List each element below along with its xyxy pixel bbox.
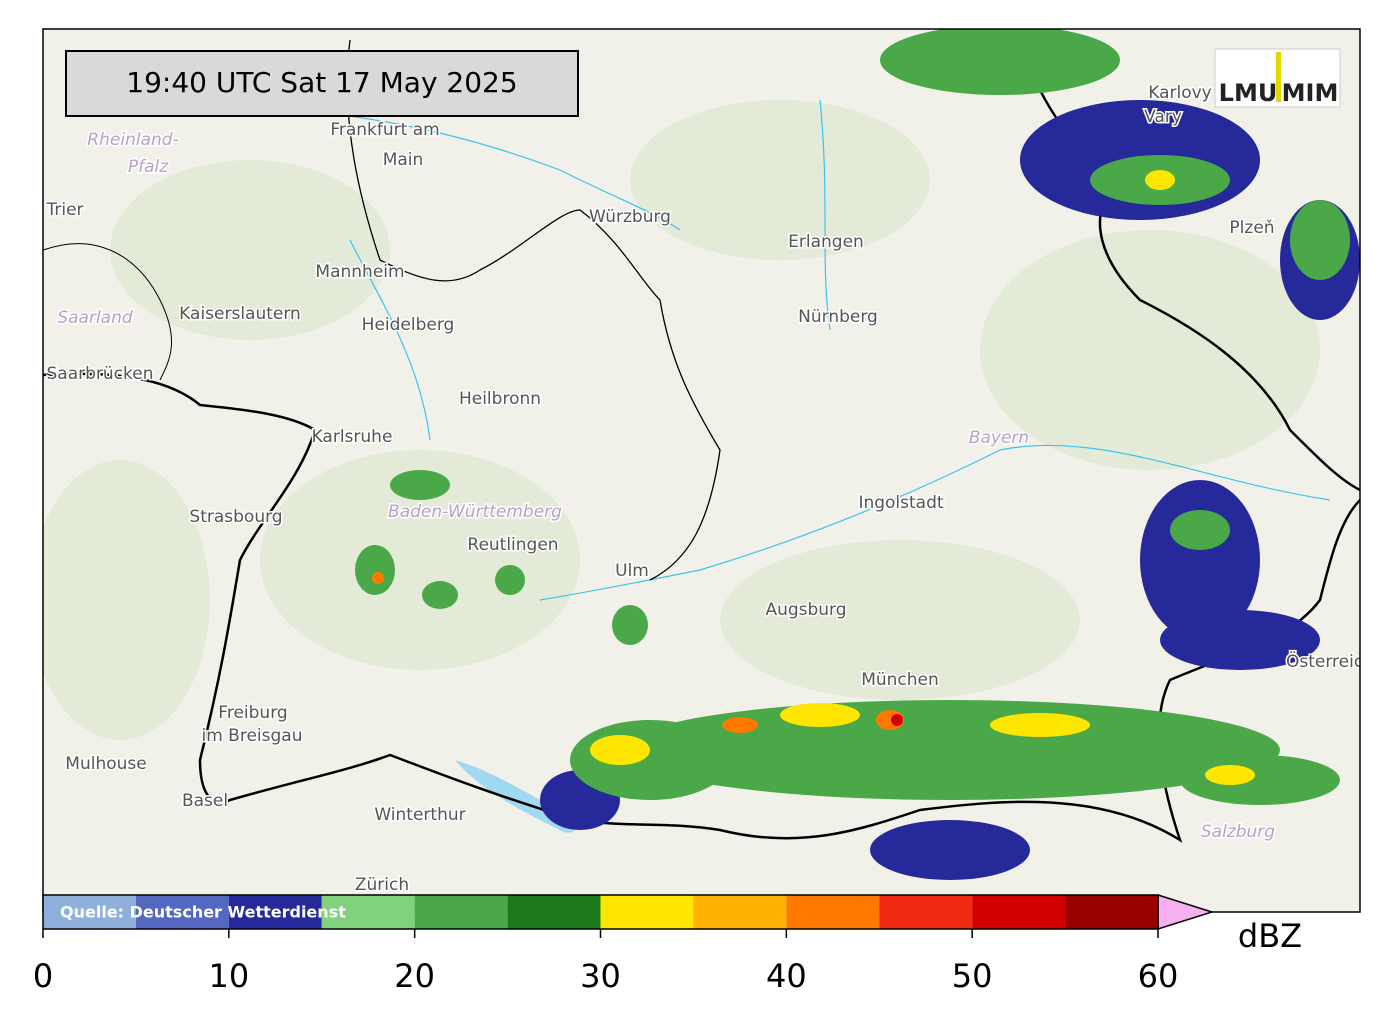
colorbar-segment [972,895,1066,929]
place-label: Rheinland- [87,130,178,150]
place-label: Heidelberg [362,315,455,335]
place-label: Trier [45,200,83,220]
logo-right: MIM [1282,79,1339,107]
rivers [299,99,1331,601]
place-label: Bayern [969,428,1029,448]
place-label: Karlsruhe [312,427,393,447]
place-label: Mannheim [315,262,404,282]
place-label: Österreich [1286,650,1374,672]
colorbar-segment [414,895,508,929]
place-label: Basel [182,791,228,811]
colorbar-segment [693,895,787,929]
colorbar-tick-label: 60 [1138,957,1179,995]
place-label: Plzeň [1229,218,1274,238]
place-label: Strasbourg [189,507,282,527]
logo-left: LMU [1219,79,1278,107]
place-label: Baden-Württemberg [388,502,562,522]
colorbar-segment [600,895,694,929]
colorbar-segment [228,895,322,929]
place-label: Mulhouse [65,754,146,774]
place-label: Würzburg [589,207,671,227]
place-label: Freiburg [218,703,287,723]
colorbar-tick-label: 20 [394,957,435,995]
colorbar-tick-label: 50 [952,957,993,995]
place-label: Frankfurt am [330,120,439,140]
colorbar-tick-label: 30 [580,957,621,995]
place-label: im Breisgau [202,726,303,746]
radar-echoes [355,29,1360,880]
place-label: Pfalz [128,157,169,177]
colorbar-tick-label: 0 [33,957,53,995]
place-label: Salzburg [1201,822,1275,842]
borders [43,39,1360,843]
place-label: Kaiserslautern [179,304,301,324]
colorbar-source: Quelle: Deutscher Wetterdienst [60,903,346,922]
colorbar-segment [135,895,229,929]
colorbar: Quelle: Deutscher Wetterdienst 0 10 20 30 40 5… [33,893,1302,995]
colorbar-segment [43,895,136,929]
logo-bar [1276,52,1281,102]
place-label: Main [383,150,424,170]
colorbar-segment [1065,895,1158,929]
place-label: Augsburg [765,600,846,620]
colorbar-segment [786,895,880,929]
place-label: Ingolstadt [858,493,943,513]
place-label: Zürich [355,875,409,895]
place-label: Nürnberg [798,307,878,327]
timestamp-box [65,50,579,117]
place-label: München [861,670,939,690]
place-labels: Rheinland- Pfalz Trier Frankfurt am Main Saar… [44,82,1374,897]
colorbar-segment [321,895,415,929]
place-label: Saarbrücken [47,364,154,384]
logo: LMU MIM [1214,48,1341,108]
colorbar-segment [879,895,973,929]
place-label: Vary [1144,107,1182,127]
colorbar-tick-label: 40 [766,957,807,995]
colorbar-unit: dBZ [1238,917,1302,955]
place-label: Winterthur [374,805,465,825]
place-label: Ulm [615,561,649,581]
place-label: Reutlingen [467,535,558,555]
place-label: Heilbronn [459,389,541,409]
place-label: Erlangen [788,232,864,252]
colorbar-tick-label: 10 [208,957,249,995]
timestamp: 19:40 UTC Sat 17 May 2025 [126,66,517,99]
forest-patches [43,100,1320,740]
place-label: Saarland [57,308,133,328]
map-layer: Rheinland- Pfalz Trier Frankfurt am Main Saar… [43,29,1374,897]
colorbar-segment [507,895,601,929]
place-label: Karlovy [1148,83,1212,103]
